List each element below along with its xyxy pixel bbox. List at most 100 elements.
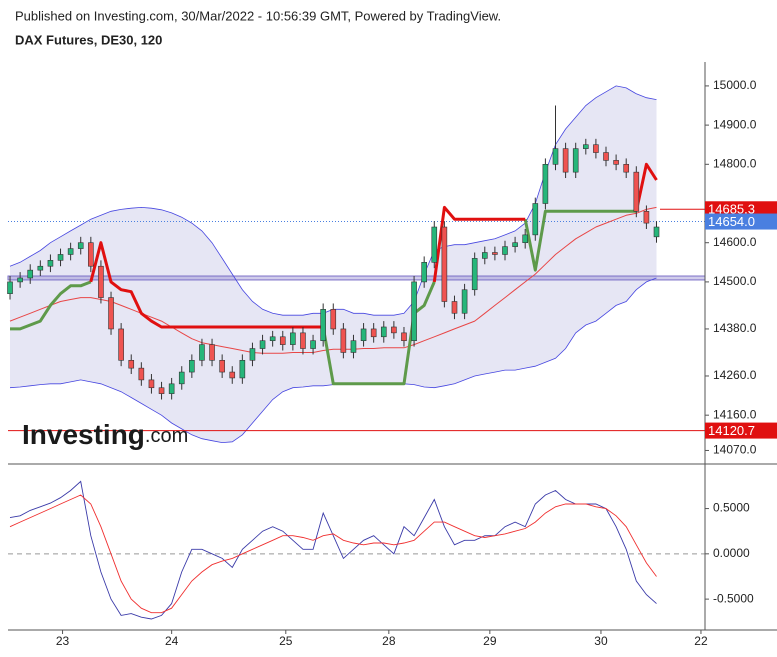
candle-body xyxy=(229,371,236,379)
overlay-line xyxy=(89,162,658,329)
x-tick-label: 29 xyxy=(483,634,497,648)
candle-body xyxy=(249,348,256,361)
oscillator-panel xyxy=(8,480,705,620)
y-tick-label: 14380.0 xyxy=(713,321,757,335)
candle-body xyxy=(330,309,337,330)
candle-body xyxy=(411,281,417,342)
candle-body xyxy=(239,360,246,379)
candle-body xyxy=(290,332,296,345)
candle-body xyxy=(158,387,165,394)
candle-body xyxy=(279,336,286,345)
candle-body xyxy=(512,242,518,247)
candle-body xyxy=(269,336,276,342)
price-label: 14120.7 xyxy=(708,423,755,438)
candle-body xyxy=(532,203,539,236)
watermark-brand: Investing xyxy=(22,419,145,450)
candle-body xyxy=(27,269,34,279)
candle-body xyxy=(623,164,630,173)
x-tick-label: 23 xyxy=(56,634,70,648)
candle-body xyxy=(98,265,104,298)
candle-body xyxy=(643,211,650,224)
candle-body xyxy=(633,171,640,212)
x-tick-label: 22 xyxy=(694,634,708,648)
candle-body xyxy=(552,148,559,165)
candle-body xyxy=(7,281,13,294)
candle-body xyxy=(219,360,225,373)
x-tick-label: 28 xyxy=(382,634,396,648)
candle-body xyxy=(461,289,468,314)
candle-body xyxy=(77,242,84,249)
zone xyxy=(7,275,706,281)
y-tick-label: 0.0000 xyxy=(713,546,750,560)
candle-body xyxy=(168,383,175,394)
candle-body xyxy=(603,152,609,161)
candle-body xyxy=(320,309,326,342)
price-panel xyxy=(7,85,706,444)
candle-body xyxy=(259,340,266,349)
oscillator-line xyxy=(9,480,657,620)
candle-body xyxy=(118,328,124,361)
candle-body xyxy=(431,226,438,263)
candle-body xyxy=(350,340,357,353)
watermark: Investing.com xyxy=(22,419,188,450)
candle-body xyxy=(37,265,44,271)
candle-body xyxy=(380,326,387,338)
oscillator-line xyxy=(9,494,657,614)
overlay-line xyxy=(9,206,657,354)
candle-body xyxy=(471,258,478,291)
candle-body xyxy=(653,226,660,238)
candle-body xyxy=(67,248,74,255)
candle-body xyxy=(572,148,579,173)
candle-body xyxy=(209,344,215,361)
candle-body xyxy=(340,328,347,353)
y-tick-label: 14800.0 xyxy=(713,156,757,170)
x-tick-label: 24 xyxy=(165,634,179,648)
y-tick-label: 14260.0 xyxy=(713,368,757,382)
y-tick-label: 14600.0 xyxy=(713,235,757,249)
candle-body xyxy=(481,252,488,259)
candle-body xyxy=(17,277,23,283)
header: Published on Investing.com, 30/Mar/2022 … xyxy=(15,8,501,23)
candle-body xyxy=(542,164,549,204)
chart-title: DAX Futures, DE30, 120 xyxy=(15,32,162,47)
candle-body xyxy=(360,328,367,342)
candle-body xyxy=(199,344,205,361)
price-label-box xyxy=(705,422,777,439)
candle-body xyxy=(593,144,599,153)
candle-body xyxy=(300,332,306,349)
candle-body xyxy=(421,262,427,283)
candle-body xyxy=(562,148,569,173)
candle-body xyxy=(57,254,64,261)
candle-body xyxy=(189,360,195,373)
candle-body xyxy=(522,234,528,244)
y-tick-label: 15000.0 xyxy=(713,78,757,92)
candle-body xyxy=(441,226,448,302)
candle-body xyxy=(492,252,498,255)
price-label-box xyxy=(705,201,777,218)
watermark-suffix: .com xyxy=(145,425,188,447)
candle-body xyxy=(88,242,94,267)
candle-body xyxy=(502,246,508,255)
candle-body xyxy=(108,297,114,330)
candle-body xyxy=(178,371,185,385)
y-tick-label: -0.5000 xyxy=(713,591,754,605)
x-tick-label: 30 xyxy=(594,634,608,648)
price-label: 14654.0 xyxy=(708,214,755,229)
candle-body xyxy=(613,160,619,165)
price-label-box xyxy=(705,213,777,230)
y-tick-label: 14160.0 xyxy=(713,407,757,421)
y-tick-label: 0.5000 xyxy=(713,501,750,515)
candle-body xyxy=(310,340,316,349)
band-fill xyxy=(10,85,657,443)
candle-body xyxy=(47,260,54,267)
candle-body xyxy=(138,367,145,381)
y-tick-label: 14900.0 xyxy=(713,117,757,131)
candle-body xyxy=(128,360,135,369)
y-tick-label: 14500.0 xyxy=(713,274,757,288)
candle-body xyxy=(401,332,407,342)
candle-body xyxy=(370,328,377,338)
candle-body xyxy=(148,379,155,389)
candle-body xyxy=(451,301,458,314)
candle-body xyxy=(583,144,589,149)
x-tick-label: 25 xyxy=(279,634,293,648)
